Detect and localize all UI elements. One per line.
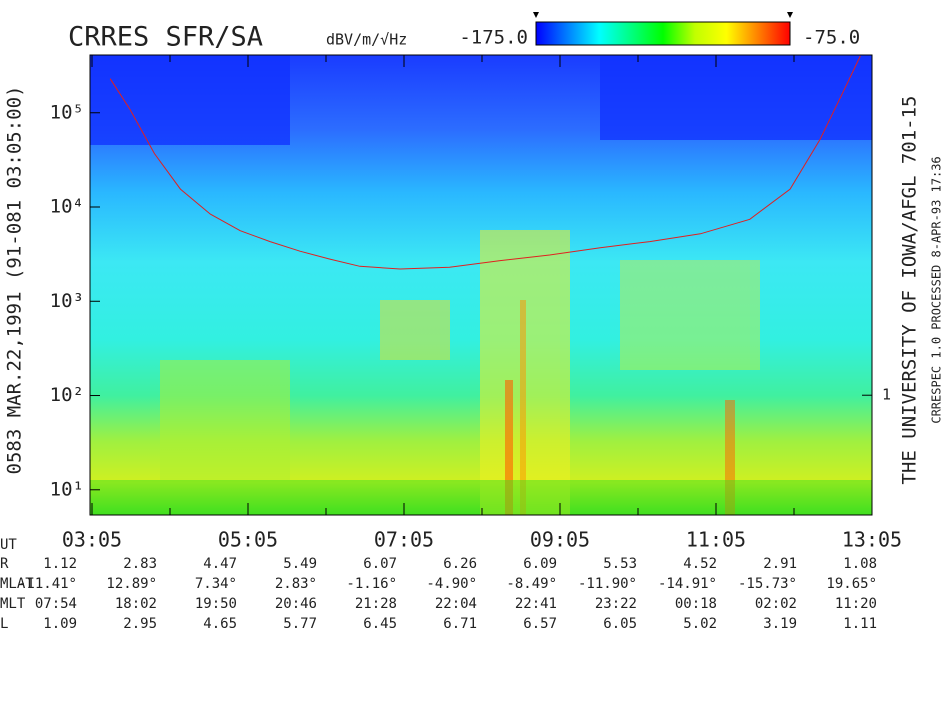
y-tick-label: 10² bbox=[50, 384, 84, 406]
ephemeris-value: 2.83 bbox=[123, 556, 157, 572]
ephemeris-value: 20:46 bbox=[275, 596, 317, 612]
ephemeris-value: -1.16° bbox=[346, 576, 397, 592]
ephemeris-value: 1.11 bbox=[843, 616, 877, 632]
ephemeris-value: 2.83° bbox=[275, 576, 317, 592]
ephemeris-value: -8.49° bbox=[506, 576, 557, 592]
colorbar-label: dBV/m/√Hz bbox=[326, 31, 407, 49]
ephemeris-value: 6.05 bbox=[603, 616, 637, 632]
ephemeris-value: 6.07 bbox=[363, 556, 397, 572]
colorbar-tick-label: -175.0 bbox=[459, 27, 528, 49]
ephemeris-value: 1.12 bbox=[43, 556, 77, 572]
ephemeris-value: -11.90° bbox=[578, 576, 637, 592]
y-tick-label: 10⁴ bbox=[50, 196, 84, 218]
ephemeris-row-label: L bbox=[0, 616, 8, 632]
ephemeris-value: 6.71 bbox=[443, 616, 477, 632]
ephemeris-value: 2.91 bbox=[763, 556, 797, 572]
colorbar-marker bbox=[787, 12, 793, 18]
y2-tick-label: 1 bbox=[882, 386, 891, 404]
ephemeris-value: 5.53 bbox=[603, 556, 637, 572]
ephemeris-value: 22:04 bbox=[435, 596, 477, 612]
ephemeris-row-label: R bbox=[0, 556, 9, 572]
ephemeris-value: 6.09 bbox=[523, 556, 557, 572]
ephemeris-value: 7.34° bbox=[195, 576, 237, 592]
ephemeris-row-label: MLT bbox=[0, 596, 26, 612]
y-tick-label: 10¹ bbox=[50, 478, 84, 500]
y-tick-label: 10⁵ bbox=[50, 101, 84, 123]
ephemeris-value: 23:22 bbox=[595, 596, 637, 612]
ephemeris-value: 18:02 bbox=[115, 596, 157, 612]
ephemeris-value: 4.47 bbox=[203, 556, 237, 572]
ephemeris-value: 1.09 bbox=[43, 616, 77, 632]
y-tick-label: 10³ bbox=[50, 290, 84, 312]
ephemeris-value: 00:18 bbox=[675, 596, 717, 612]
ephemeris-value: 5.77 bbox=[283, 616, 317, 632]
curve bbox=[109, 55, 861, 270]
ephemeris-time-label: UT bbox=[0, 537, 17, 553]
ephemeris-value: 07:54 bbox=[35, 596, 77, 612]
side-label: 0583 MAR.22,1991 (91-081 03:05:00) bbox=[4, 86, 26, 475]
ephemeris-value: 5.49 bbox=[283, 556, 317, 572]
chart-title: CRRES SFR/SA bbox=[68, 22, 263, 53]
ephemeris-value: 6.26 bbox=[443, 556, 477, 572]
ephemeris-value: 02:02 bbox=[755, 596, 797, 612]
ephemeris-value: 2.95 bbox=[123, 616, 157, 632]
ephemeris-value: -15.73° bbox=[738, 576, 797, 592]
x-tick-label: 13:05 bbox=[842, 528, 902, 552]
side-label: THE UNIVERSITY OF IOWA/AFGL 701-15 bbox=[899, 96, 921, 485]
x-tick-label: 09:05 bbox=[530, 528, 590, 552]
ephemeris-value: 21:28 bbox=[355, 596, 397, 612]
ephemeris-value: 4.52 bbox=[683, 556, 717, 572]
ephemeris-value: -14.91° bbox=[658, 576, 717, 592]
ephemeris-value: -4.90° bbox=[426, 576, 477, 592]
x-tick-label: 07:05 bbox=[374, 528, 434, 552]
ephemeris-value: 19.65° bbox=[826, 576, 877, 592]
ephemeris-value: 11:20 bbox=[835, 596, 877, 612]
ephemeris-value: 5.02 bbox=[683, 616, 717, 632]
colorbar bbox=[535, 21, 791, 46]
spectrogram bbox=[89, 54, 873, 516]
ephemeris-value: 6.57 bbox=[523, 616, 557, 632]
ephemeris-value: 12.89° bbox=[106, 576, 157, 592]
colorbar-tick-label: -75.0 bbox=[803, 27, 860, 49]
ephemeris-row-label: MLAT bbox=[0, 576, 34, 592]
ephemeris-value: 6.45 bbox=[363, 616, 397, 632]
ephemeris-value: 19:50 bbox=[195, 596, 237, 612]
side-label: CRRESPEC 1.0 PROCESSED 8-APR-93 17:36 bbox=[930, 156, 944, 423]
x-tick-label: 05:05 bbox=[218, 528, 278, 552]
ephemeris-value: 3.19 bbox=[763, 616, 797, 632]
x-tick-label: 11:05 bbox=[686, 528, 746, 552]
ephemeris-value: 1.08 bbox=[843, 556, 877, 572]
ephemeris-value: 22:41 bbox=[515, 596, 557, 612]
x-tick-label: 03:05 bbox=[62, 528, 122, 552]
colorbar-marker bbox=[533, 12, 539, 18]
ephemeris-value: 4.65 bbox=[203, 616, 237, 632]
ephemeris-value: -11.41° bbox=[18, 576, 77, 592]
